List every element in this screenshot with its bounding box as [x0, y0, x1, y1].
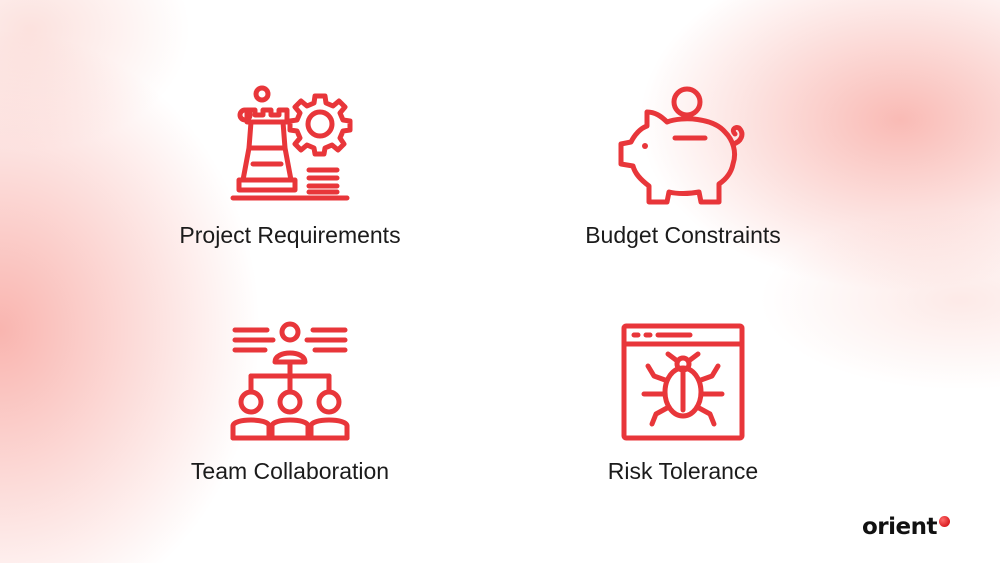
card-budget-constraints: Budget Constraints [533, 82, 833, 252]
item-label: Risk Tolerance [607, 458, 759, 484]
card-team-collaboration: Team Collaboration [140, 320, 440, 490]
brand-logo: orient [862, 512, 950, 542]
item-label: Project Requirements [179, 222, 401, 248]
bug-window-icon [621, 323, 745, 441]
piggy-bank-icon [618, 86, 745, 205]
brand-name: orient [862, 514, 938, 540]
brand-dot-icon [939, 515, 950, 527]
item-label: Budget Constraints [585, 222, 781, 248]
team-hierarchy-icon [230, 321, 350, 441]
item-label: Team Collaboration [190, 458, 390, 484]
card-risk-tolerance: Risk Tolerance [533, 320, 833, 490]
card-project-requirements: Project Requirements [140, 82, 440, 252]
strategy-gear-icon [230, 85, 353, 201]
